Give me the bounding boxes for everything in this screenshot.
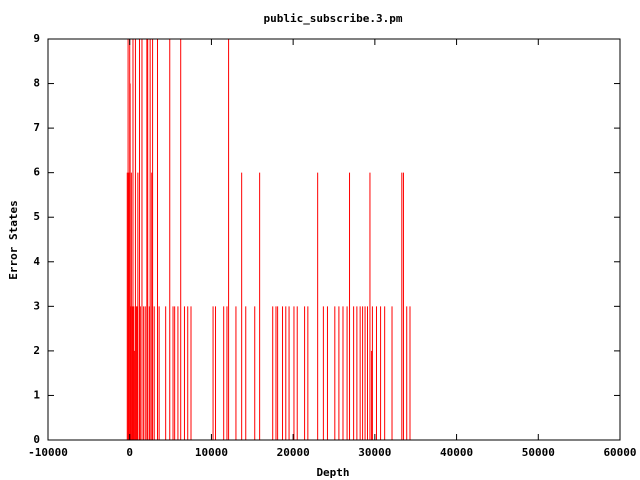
x-tick-label: 60000 xyxy=(603,446,636,459)
chart-title: public_subscribe.3.pm xyxy=(263,12,402,25)
y-tick-label: 5 xyxy=(33,210,40,223)
x-tick-label: 30000 xyxy=(358,446,391,459)
y-tick-label: 0 xyxy=(33,433,40,446)
y-tick-label: 1 xyxy=(33,388,40,401)
x-tick-label: 10000 xyxy=(195,446,228,459)
y-axis-label: Error States xyxy=(7,200,20,279)
y-tick-label: 6 xyxy=(33,166,40,179)
x-tick-label: 0 xyxy=(126,446,133,459)
x-tick-label: 20000 xyxy=(277,446,310,459)
y-tick-label: 8 xyxy=(33,77,40,90)
y-tick-label: 9 xyxy=(33,32,40,45)
plot-border xyxy=(47,38,621,441)
y-tick-label: 7 xyxy=(33,121,40,134)
y-tick-label: 3 xyxy=(33,299,40,312)
y-tick-label: 2 xyxy=(33,344,40,357)
y-tick-label: 4 xyxy=(33,255,40,268)
x-tick-label: 50000 xyxy=(522,446,555,459)
x-tick-label: -10000 xyxy=(28,446,68,459)
x-tick-label: 40000 xyxy=(440,446,473,459)
x-axis-label: Depth xyxy=(316,466,349,479)
